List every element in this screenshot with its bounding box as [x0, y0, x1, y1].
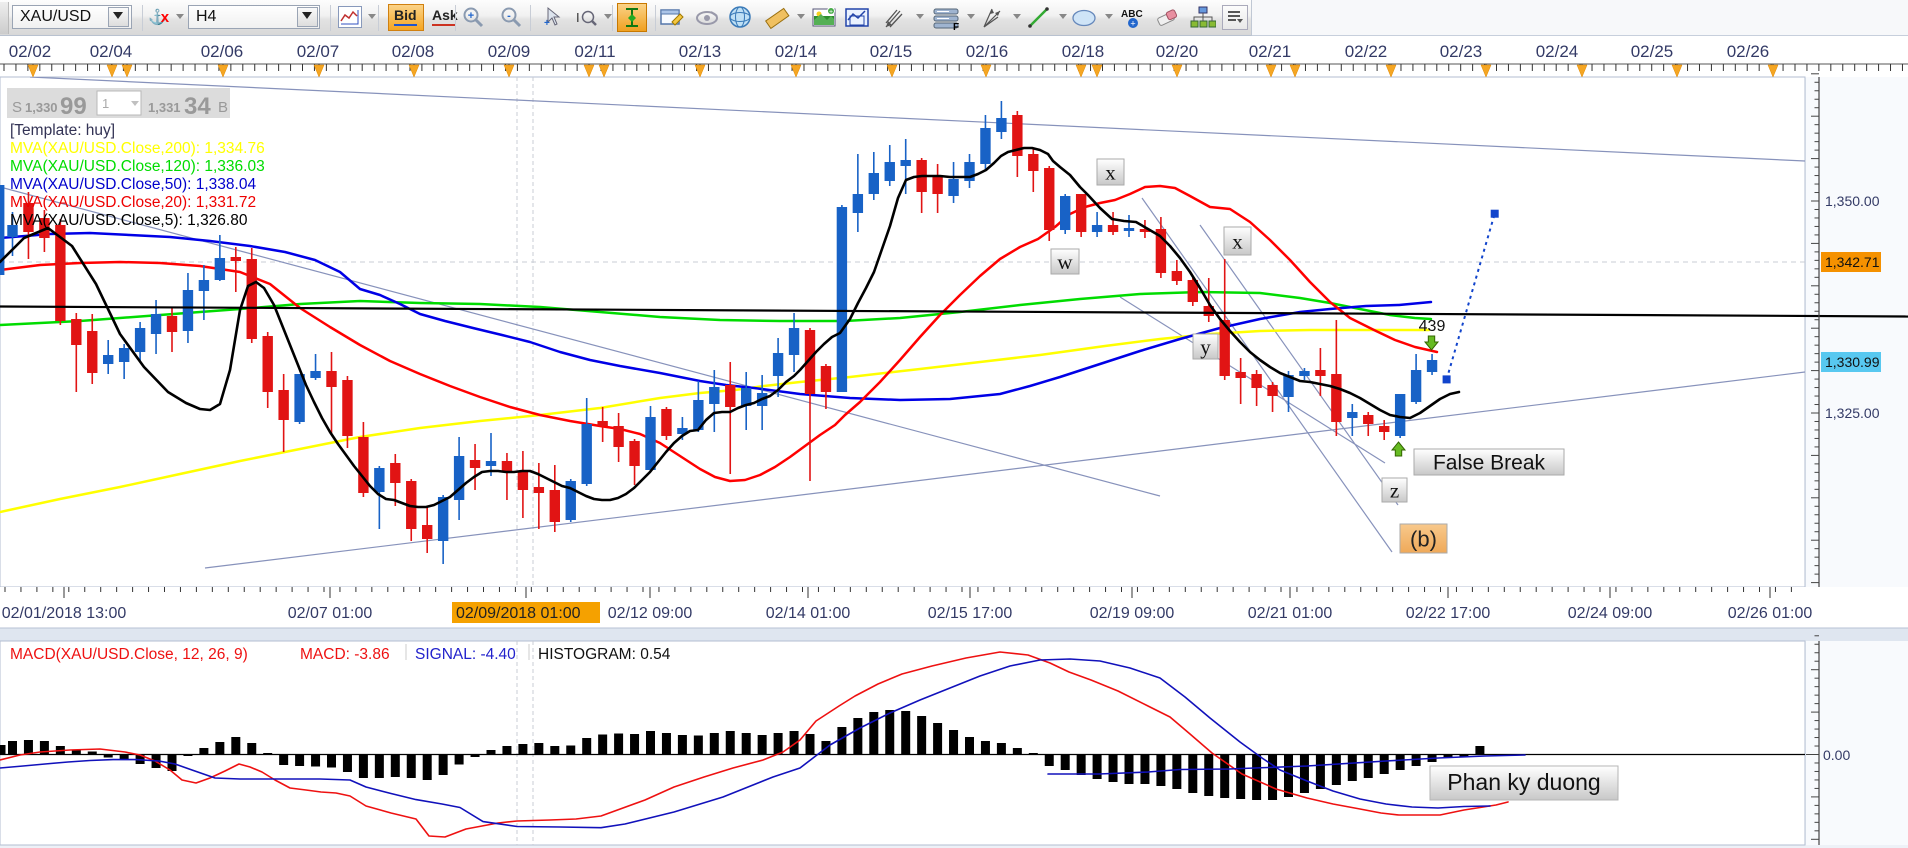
svg-text:+: +: [468, 10, 474, 22]
svg-text:MVA(XAU/USD.Close,50): 1,338.0: MVA(XAU/USD.Close,50): 1,338.04: [10, 176, 256, 193]
svg-text:[Template: huy]: [Template: huy]: [10, 122, 115, 139]
svg-text:B: B: [218, 99, 228, 116]
svg-text:w: w: [1057, 250, 1073, 274]
svg-text:02/24: 02/24: [1536, 42, 1579, 61]
svg-text:+: +: [544, 18, 550, 29]
svg-text:z: z: [1390, 479, 1399, 503]
svg-text:1,331: 1,331: [148, 100, 181, 115]
svg-text:ABC: ABC: [1121, 9, 1143, 20]
svg-text:02/01/2018 13:00: 02/01/2018 13:00: [2, 605, 127, 622]
svg-text:x: x: [1105, 161, 1116, 185]
svg-text:34: 34: [184, 93, 211, 120]
svg-text:Phan ky duong: Phan ky duong: [1447, 769, 1600, 795]
svg-text:MVA(XAU/USD.Close,20): 1,331.7: MVA(XAU/USD.Close,20): 1,331.72: [10, 194, 256, 211]
svg-text:02/15 17:00: 02/15 17:00: [928, 605, 1013, 622]
svg-text:02/11: 02/11: [574, 42, 615, 61]
svg-text:02/26: 02/26: [1727, 42, 1770, 61]
svg-text:02/06: 02/06: [201, 42, 244, 61]
svg-text:02/12 09:00: 02/12 09:00: [608, 605, 693, 622]
svg-text:0.00: 0.00: [1823, 747, 1850, 763]
svg-text:02/23: 02/23: [1440, 42, 1483, 61]
svg-text:02/04: 02/04: [90, 42, 133, 61]
svg-text:02/19 09:00: 02/19 09:00: [1090, 605, 1175, 622]
svg-text:02/13: 02/13: [679, 42, 722, 61]
svg-text:439: 439: [1419, 318, 1446, 335]
svg-text:02/22 17:00: 02/22 17:00: [1406, 605, 1491, 622]
svg-text:1: 1: [102, 96, 109, 111]
svg-text:F: F: [953, 22, 959, 31]
svg-text:MVA(XAU/USD.Close,200): 1,334.: MVA(XAU/USD.Close,200): 1,334.76: [10, 140, 265, 157]
svg-text:02/02: 02/02: [9, 42, 52, 61]
svg-text:02/18: 02/18: [1062, 42, 1105, 61]
svg-text:02/07: 02/07: [297, 42, 340, 61]
svg-text:MVA(XAU/USD.Close,120): 1,336.: MVA(XAU/USD.Close,120): 1,336.03: [10, 158, 265, 175]
svg-text:1,330: 1,330: [25, 100, 58, 115]
svg-text:SIGNAL: -4.40: SIGNAL: -4.40: [415, 646, 516, 663]
svg-text:02/14 01:00: 02/14 01:00: [766, 605, 851, 622]
svg-text:02/08: 02/08: [392, 42, 435, 61]
svg-text:-: -: [507, 10, 511, 22]
svg-text:02/14: 02/14: [775, 42, 818, 61]
svg-text:1,330.99: 1,330.99: [1825, 354, 1880, 370]
svg-text:MVA(XAU/USD.Close,5): 1,326.80: MVA(XAU/USD.Close,5): 1,326.80: [10, 212, 248, 229]
svg-text:02/25: 02/25: [1631, 42, 1674, 61]
svg-text:MACD: -3.86: MACD: -3.86: [300, 646, 390, 663]
svg-text:02/26 01:00: 02/26 01:00: [1728, 605, 1813, 622]
svg-text:02/15: 02/15: [870, 42, 913, 61]
svg-text:02/09: 02/09: [488, 42, 531, 61]
svg-text:+: +: [1130, 19, 1135, 29]
svg-text:02/20: 02/20: [1156, 42, 1199, 61]
svg-text:1,342.71: 1,342.71: [1825, 254, 1880, 270]
svg-text:HISTOGRAM: 0.54: HISTOGRAM: 0.54: [538, 646, 671, 663]
svg-text:y: y: [1200, 335, 1211, 359]
svg-text:02/21 01:00: 02/21 01:00: [1248, 605, 1333, 622]
svg-text:S: S: [12, 99, 22, 116]
svg-text:x: x: [1232, 230, 1243, 254]
svg-text:02/07 01:00: 02/07 01:00: [288, 605, 373, 622]
svg-text:99: 99: [60, 93, 87, 120]
svg-text:02/09/2018 01:00: 02/09/2018 01:00: [456, 605, 581, 622]
svg-text:(b): (b): [1410, 526, 1437, 551]
svg-text:02/22: 02/22: [1345, 42, 1388, 61]
svg-text:I: I: [576, 10, 580, 25]
svg-text:02/24 09:00: 02/24 09:00: [1568, 605, 1653, 622]
svg-text:1,325.00: 1,325.00: [1825, 405, 1880, 421]
svg-text:MACD(XAU/USD.Close, 12, 26, 9): MACD(XAU/USD.Close, 12, 26, 9): [10, 646, 248, 663]
svg-text:02/16: 02/16: [966, 42, 1009, 61]
svg-text:02/21: 02/21: [1249, 42, 1292, 61]
svg-text:+: +: [829, 9, 833, 16]
svg-text:False Break: False Break: [1433, 452, 1546, 475]
svg-text:1,350.00: 1,350.00: [1825, 193, 1880, 209]
